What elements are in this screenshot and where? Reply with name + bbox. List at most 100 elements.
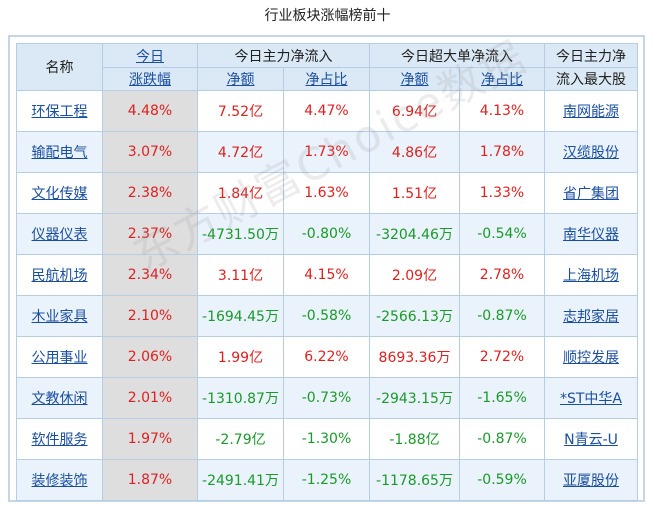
top-stock-link[interactable]: 上海机场 bbox=[563, 268, 619, 284]
col-header-super-inflow: 今日超大单净流入 bbox=[369, 43, 545, 68]
sector-name-link-cell[interactable]: 文化传媒 bbox=[16, 172, 103, 214]
top-stock-link-cell[interactable]: 亚厦股份 bbox=[544, 459, 638, 501]
table-row: 仪器仪表 2.37% -4731.50万 -0.80% -3204.46万 -0.54% 南… bbox=[16, 213, 638, 255]
main-net-ratio-cell: -0.73% bbox=[283, 377, 370, 419]
col-header-main-amount[interactable]: 净额 bbox=[197, 67, 284, 91]
sector-name-link-cell[interactable]: 软件服务 bbox=[16, 418, 103, 460]
sector-name-link[interactable]: 文教休闲 bbox=[31, 391, 88, 407]
super-net-amount-cell: 2.09亿 bbox=[369, 254, 460, 296]
super-net-ratio-cell: 2.72% bbox=[459, 336, 545, 378]
change-pct-cell: 4.48% bbox=[102, 90, 198, 132]
main-net-amount-cell: 3.11亿 bbox=[197, 254, 284, 296]
col-header-top-stock-2: 流入最大股 bbox=[544, 67, 638, 91]
main-net-ratio-cell: -0.58% bbox=[283, 295, 370, 337]
top-stock-link[interactable]: 汉缆股份 bbox=[563, 145, 619, 161]
top-stock-link[interactable]: 南网能源 bbox=[563, 104, 619, 120]
super-net-amount-cell: -1178.65万 bbox=[369, 459, 460, 501]
top-stock-link-cell[interactable]: N青云-U bbox=[544, 418, 638, 460]
top-stock-link-cell[interactable]: 南网能源 bbox=[544, 90, 638, 132]
col-header-top-stock-1: 今日主力净 bbox=[544, 43, 638, 68]
super-net-ratio-cell: 1.33% bbox=[459, 172, 545, 214]
main-net-amount-cell: -4731.50万 bbox=[197, 213, 284, 255]
table-row: 装修装饰 1.87% -2491.41万 -1.25% -1178.65万 -0.59% 亚… bbox=[16, 459, 638, 501]
sector-name-link[interactable]: 输配电气 bbox=[31, 145, 88, 161]
super-net-amount-cell: 8693.36万 bbox=[369, 336, 460, 378]
super-net-ratio-cell: -0.87% bbox=[459, 418, 545, 460]
table-row: 输配电气 3.07% 4.72亿 1.73% 4.86亿 1.78% 汉缆股份 bbox=[16, 131, 638, 173]
sector-name-link[interactable]: 仪器仪表 bbox=[31, 227, 88, 243]
sector-name-link[interactable]: 木业家具 bbox=[31, 309, 88, 325]
top-stock-link-cell[interactable]: 志邦家居 bbox=[544, 295, 638, 337]
sector-name-link-cell[interactable]: 文教休闲 bbox=[16, 377, 103, 419]
table-row: 环保工程 4.48% 7.52亿 4.47% 6.94亿 4.13% 南网能源 bbox=[16, 90, 638, 132]
top-stock-link-cell[interactable]: 汉缆股份 bbox=[544, 131, 638, 173]
change-pct-cell: 2.10% bbox=[102, 295, 198, 337]
top-stock-link[interactable]: *ST中华A bbox=[559, 391, 622, 407]
top-stock-link-cell[interactable]: 省广集团 bbox=[544, 172, 638, 214]
sector-name-link-cell[interactable]: 输配电气 bbox=[16, 131, 103, 173]
col-header-super-ratio[interactable]: 净占比 bbox=[459, 67, 545, 91]
change-pct-cell: 1.97% bbox=[102, 418, 198, 460]
top-stock-link[interactable]: 顺控发展 bbox=[563, 350, 619, 366]
col-header-super-amount[interactable]: 净额 bbox=[369, 67, 460, 91]
table-row: 文化传媒 2.38% 1.84亿 1.63% 1.51亿 1.33% 省广集团 bbox=[16, 172, 638, 214]
change-pct-cell: 1.87% bbox=[102, 459, 198, 501]
super-net-amount-cell: 6.94亿 bbox=[369, 90, 460, 132]
super-net-ratio-cell: 1.78% bbox=[459, 131, 545, 173]
main-net-ratio-cell: -1.30% bbox=[283, 418, 370, 460]
change-pct-cell: 2.34% bbox=[102, 254, 198, 296]
main-net-ratio-cell: 4.15% bbox=[283, 254, 370, 296]
top-stock-link[interactable]: 亚厦股份 bbox=[563, 473, 619, 489]
sector-name-link-cell[interactable]: 木业家具 bbox=[16, 295, 103, 337]
change-pct-cell: 2.38% bbox=[102, 172, 198, 214]
sector-table: 名称 今日 今日主力净流入 今日超大单净流入 今日主力净 涨跌幅 净额 净占比 … bbox=[16, 43, 638, 501]
main-net-ratio-cell: -1.25% bbox=[283, 459, 370, 501]
table-row: 公用事业 2.06% 1.99亿 6.22% 8693.36万 2.72% 顺控发展 bbox=[16, 336, 638, 378]
top-stock-link[interactable]: 省广集团 bbox=[563, 186, 619, 202]
sector-name-link[interactable]: 文化传媒 bbox=[31, 186, 88, 202]
main-net-amount-cell: -2.79亿 bbox=[197, 418, 284, 460]
main-net-amount-cell: -2491.41万 bbox=[197, 459, 284, 501]
sector-name-link-cell[interactable]: 仪器仪表 bbox=[16, 213, 103, 255]
super-net-ratio-cell: 4.13% bbox=[459, 90, 545, 132]
super-net-amount-cell: 4.86亿 bbox=[369, 131, 460, 173]
super-net-ratio-cell: -0.59% bbox=[459, 459, 545, 501]
super-net-amount-cell: -2566.13万 bbox=[369, 295, 460, 337]
super-net-ratio-cell: -1.65% bbox=[459, 377, 545, 419]
top-stock-link-cell[interactable]: 上海机场 bbox=[544, 254, 638, 296]
change-pct-cell: 2.06% bbox=[102, 336, 198, 378]
main-net-amount-cell: 4.72亿 bbox=[197, 131, 284, 173]
top-stock-link-cell[interactable]: 南华仪器 bbox=[544, 213, 638, 255]
sector-name-link[interactable]: 民航机场 bbox=[31, 268, 88, 284]
top-stock-link-cell[interactable]: 顺控发展 bbox=[544, 336, 638, 378]
main-net-amount-cell: 1.99亿 bbox=[197, 336, 284, 378]
sector-name-link-cell[interactable]: 民航机场 bbox=[16, 254, 103, 296]
main-net-amount-cell: 7.52亿 bbox=[197, 90, 284, 132]
top-stock-link[interactable]: 南华仪器 bbox=[563, 227, 619, 243]
top-stock-link[interactable]: N青云-U bbox=[564, 432, 618, 448]
sector-name-link[interactable]: 环保工程 bbox=[31, 104, 88, 120]
col-header-main-ratio[interactable]: 净占比 bbox=[283, 67, 370, 91]
col-header-change-pct[interactable]: 涨跌幅 bbox=[102, 67, 198, 91]
super-net-ratio-cell: -0.54% bbox=[459, 213, 545, 255]
table-row: 民航机场 2.34% 3.11亿 4.15% 2.09亿 2.78% 上海机场 bbox=[16, 254, 638, 296]
col-header-today[interactable]: 今日 bbox=[102, 43, 198, 68]
table-row: 文教休闲 2.01% -1310.87万 -0.73% -2943.15万 -1.65% *… bbox=[16, 377, 638, 419]
sector-name-link-cell[interactable]: 环保工程 bbox=[16, 90, 103, 132]
main-net-ratio-cell: 1.63% bbox=[283, 172, 370, 214]
sector-name-link-cell[interactable]: 公用事业 bbox=[16, 336, 103, 378]
col-header-main-inflow: 今日主力净流入 bbox=[197, 43, 370, 68]
main-net-ratio-cell: 4.47% bbox=[283, 90, 370, 132]
top-stock-link-cell[interactable]: *ST中华A bbox=[544, 377, 638, 419]
main-net-ratio-cell: 6.22% bbox=[283, 336, 370, 378]
change-pct-cell: 2.01% bbox=[102, 377, 198, 419]
super-net-amount-cell: -2943.15万 bbox=[369, 377, 460, 419]
sector-name-link[interactable]: 公用事业 bbox=[31, 350, 88, 366]
top-stock-link[interactable]: 志邦家居 bbox=[563, 309, 619, 325]
sector-name-link-cell[interactable]: 装修装饰 bbox=[16, 459, 103, 501]
sector-name-link[interactable]: 软件服务 bbox=[31, 432, 88, 448]
change-pct-cell: 3.07% bbox=[102, 131, 198, 173]
table-row: 软件服务 1.97% -2.79亿 -1.30% -1.88亿 -0.87% N青云-U bbox=[16, 418, 638, 460]
page-title: 行业板块涨幅榜前十 bbox=[264, 8, 391, 24]
sector-name-link[interactable]: 装修装饰 bbox=[31, 473, 88, 489]
